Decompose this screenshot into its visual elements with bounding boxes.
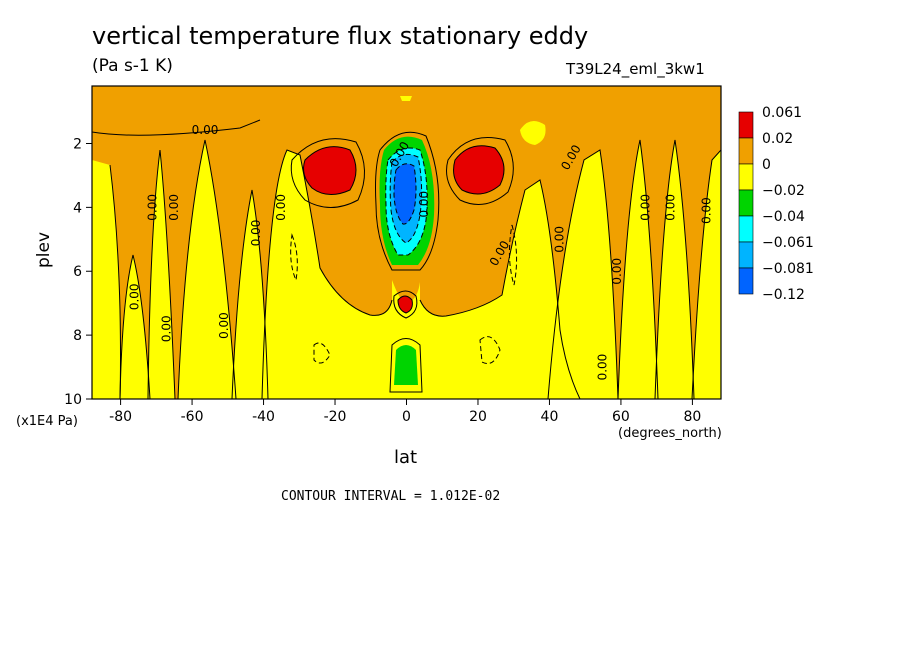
legend-swatch bbox=[738, 267, 754, 295]
chart-title: vertical temperature flux stationary edd… bbox=[92, 22, 589, 50]
x-tick-label: 40 bbox=[541, 409, 559, 425]
contour-value-label: 0.00 bbox=[699, 197, 713, 224]
x-tick-label: -20 bbox=[324, 409, 347, 425]
legend-swatch bbox=[738, 189, 754, 217]
x-axis-units: (degrees_north) bbox=[618, 426, 722, 441]
legend-level-label: −0.04 bbox=[762, 209, 805, 225]
legend-swatch bbox=[738, 137, 754, 165]
contour-value-label: 0.00 bbox=[417, 191, 431, 218]
legend-level-label: −0.12 bbox=[762, 287, 805, 303]
field-yellow bbox=[92, 96, 721, 399]
y-tick-label: 8 bbox=[73, 328, 82, 344]
y-tick-label: 4 bbox=[73, 200, 82, 216]
dashed-contours bbox=[290, 147, 518, 364]
legend-level-label: −0.02 bbox=[762, 183, 805, 199]
contour-value-label: 0.00 bbox=[145, 194, 159, 221]
contour-value-label: 0.00 bbox=[127, 283, 141, 310]
x-tick-label: -60 bbox=[181, 409, 204, 425]
contour-value-label: 0.00 bbox=[217, 312, 231, 339]
contour-value-label: 0.00 bbox=[192, 123, 219, 137]
contour-value-label: 0.00 bbox=[553, 226, 567, 253]
x-tick-label: 20 bbox=[469, 409, 487, 425]
legend-level-label: −0.081 bbox=[762, 261, 814, 277]
legend-swatch bbox=[738, 241, 754, 269]
x-tick-label: 60 bbox=[612, 409, 630, 425]
y-axis-scale-note: (x1E4 Pa) bbox=[16, 414, 78, 429]
x-axis: -80 -60 -40 -20 0 20 40 60 80 bbox=[109, 399, 701, 425]
color-legend: 0.061 0.02 0 −0.02 −0.04 −0.061 −0.081 −0.12 bbox=[738, 105, 814, 303]
contour-interval-note: CONTOUR INTERVAL = 1.012E-02 bbox=[281, 489, 501, 504]
legend-swatch bbox=[738, 111, 754, 139]
legend-level-label: 0.02 bbox=[762, 131, 793, 147]
y-tick-label: 10 bbox=[64, 392, 82, 408]
field-blue bbox=[394, 163, 416, 225]
contour-value-label: 0.00 bbox=[639, 194, 653, 221]
contour-value-label: 0.00 bbox=[596, 354, 610, 381]
contour-value-label: 0.00 bbox=[167, 194, 181, 221]
contour-lines bbox=[92, 119, 721, 399]
x-tick-label: 80 bbox=[683, 409, 701, 425]
legend-swatch bbox=[738, 215, 754, 243]
contour-value-label: 0.00 bbox=[664, 194, 678, 221]
legend-level-label: −0.061 bbox=[762, 235, 814, 251]
x-tick-label: -40 bbox=[252, 409, 275, 425]
run-identifier: T39L24_eml_3kw1 bbox=[566, 60, 705, 78]
plot-field bbox=[92, 86, 721, 399]
field-red bbox=[303, 145, 505, 314]
legend-level-label: 0.061 bbox=[762, 105, 802, 121]
x-tick-label: 0 bbox=[402, 409, 411, 425]
contour-value-label: 0.00 bbox=[249, 220, 263, 247]
legend-swatch bbox=[738, 163, 754, 191]
contour-value-label: 0.00 bbox=[160, 315, 174, 342]
y-tick-label: 6 bbox=[73, 264, 82, 280]
legend-level-label: 0 bbox=[762, 157, 771, 173]
x-axis-label: lat bbox=[394, 447, 418, 468]
x-tick-label: -80 bbox=[109, 409, 132, 425]
y-tick-label: 2 bbox=[73, 136, 82, 152]
chart-units: (Pa s-1 K) bbox=[92, 56, 173, 76]
y-axis: 2 4 6 8 10 bbox=[64, 136, 92, 408]
contour-value-label: 0.00 bbox=[274, 194, 288, 221]
contour-value-label: 0.00 bbox=[610, 258, 624, 285]
